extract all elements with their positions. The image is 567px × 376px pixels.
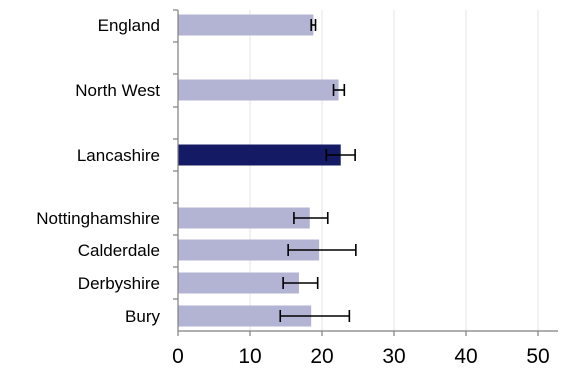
x-tick-label-30: 30 — [382, 345, 405, 368]
bar-bury — [178, 305, 312, 327]
error-bar-calderdale — [287, 244, 357, 256]
category-label-calderdale: Calderdale — [78, 241, 160, 260]
axes — [173, 9, 558, 336]
bar-england — [178, 14, 314, 36]
category-label-derbyshire: Derbyshire — [78, 274, 160, 293]
error-bar-lancashire — [325, 149, 356, 161]
category-labels: England North West Lancashire Nottinghamshi… — [36, 16, 160, 326]
x-tick-label-50: 50 — [526, 345, 549, 368]
bar-nottinghamshire — [178, 207, 310, 229]
category-label-lancashire: Lancashire — [77, 146, 160, 165]
bar-derbyshire — [178, 272, 299, 294]
bar-north-west — [178, 79, 339, 101]
error-bar-bury — [279, 310, 351, 322]
x-tick-label-40: 40 — [454, 345, 477, 368]
x-tick-label-20: 20 — [310, 345, 333, 368]
x-tick-labels: 0 10 20 30 40 50 — [172, 345, 550, 368]
x-tick-label-10: 10 — [238, 345, 261, 368]
category-label-england: England — [98, 16, 160, 35]
category-label-bury: Bury — [125, 307, 160, 326]
error-bar-england — [310, 19, 317, 31]
x-tick-label-0: 0 — [172, 345, 184, 368]
bar-lancashire — [178, 144, 341, 166]
error-bar-derbyshire — [282, 277, 319, 289]
error-bars — [279, 19, 357, 322]
error-bar-nottinghamshire — [293, 212, 329, 224]
category-label-north-west: North West — [75, 81, 160, 100]
bar-calderdale — [178, 239, 320, 261]
bars — [178, 14, 341, 327]
error-bar-north-west — [332, 84, 346, 96]
category-label-nottinghamshire: Nottinghamshire — [36, 209, 160, 228]
